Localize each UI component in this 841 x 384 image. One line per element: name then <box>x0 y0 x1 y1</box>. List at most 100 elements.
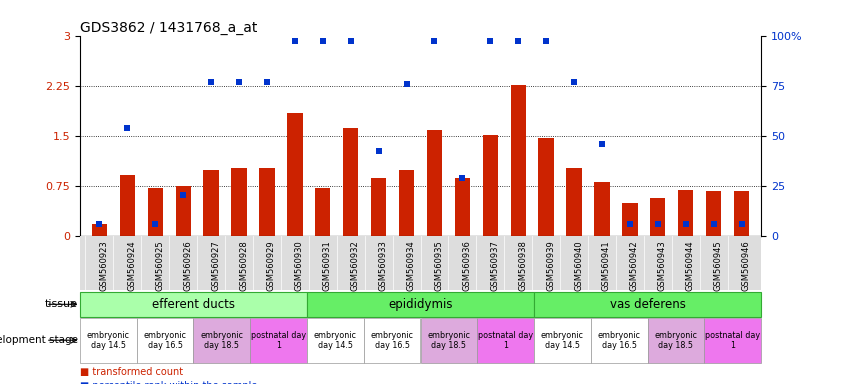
Bar <box>420 318 477 363</box>
Text: GSM560943: GSM560943 <box>658 240 667 291</box>
Text: GSM560926: GSM560926 <box>183 240 193 291</box>
Point <box>232 79 246 85</box>
Point <box>539 38 553 44</box>
Bar <box>307 318 363 363</box>
Text: GSM560938: GSM560938 <box>518 240 527 291</box>
Bar <box>622 203 637 236</box>
Bar <box>251 318 307 363</box>
Bar <box>678 190 693 236</box>
Bar <box>176 186 191 236</box>
Text: GSM560941: GSM560941 <box>602 240 611 291</box>
Bar <box>80 318 136 363</box>
Text: GSM560939: GSM560939 <box>546 240 555 291</box>
Point <box>735 221 748 227</box>
Text: GSM560929: GSM560929 <box>267 240 276 291</box>
Text: epididymis: epididymis <box>389 298 452 311</box>
Text: GSM560937: GSM560937 <box>490 240 500 291</box>
Point <box>511 38 525 44</box>
Text: GSM560928: GSM560928 <box>239 240 248 291</box>
Text: development stage: development stage <box>0 335 78 345</box>
Bar <box>287 113 303 236</box>
Point <box>595 141 609 147</box>
Bar <box>315 188 331 236</box>
Text: GSM560934: GSM560934 <box>406 240 415 291</box>
Bar <box>510 85 526 236</box>
Bar <box>477 318 534 363</box>
Text: GSM560940: GSM560940 <box>574 240 583 291</box>
Text: postnatal day
1: postnatal day 1 <box>251 331 306 350</box>
Bar <box>426 130 442 236</box>
Point <box>204 79 218 85</box>
Point <box>120 125 134 131</box>
Bar <box>648 318 704 363</box>
Text: GSM560931: GSM560931 <box>323 240 332 291</box>
Text: ■ transformed count: ■ transformed count <box>80 367 183 377</box>
Text: efferent ducts: efferent ducts <box>152 298 235 311</box>
Point <box>399 81 413 88</box>
Point <box>372 148 385 154</box>
Point <box>428 38 442 44</box>
Bar <box>399 170 415 236</box>
Bar <box>259 168 275 236</box>
Text: embryonic
day 18.5: embryonic day 18.5 <box>200 331 243 350</box>
Bar <box>566 168 582 236</box>
Point <box>344 38 357 44</box>
Text: embryonic
day 18.5: embryonic day 18.5 <box>427 331 470 350</box>
Text: GSM560925: GSM560925 <box>156 240 164 291</box>
Bar <box>119 175 135 236</box>
Point <box>316 38 330 44</box>
Text: embryonic
day 16.5: embryonic day 16.5 <box>144 331 187 350</box>
Point <box>93 221 106 227</box>
Text: embryonic
day 16.5: embryonic day 16.5 <box>371 331 414 350</box>
Text: GSM560933: GSM560933 <box>378 240 388 291</box>
Bar <box>136 318 193 363</box>
Text: GSM560942: GSM560942 <box>630 240 639 291</box>
Bar <box>534 318 590 363</box>
Point <box>679 221 692 227</box>
Bar <box>80 292 307 317</box>
Bar <box>343 128 358 236</box>
Point <box>623 221 637 227</box>
Bar <box>538 137 554 236</box>
Bar <box>483 135 498 236</box>
Text: GSM560923: GSM560923 <box>99 240 108 291</box>
Text: vas deferens: vas deferens <box>610 298 685 311</box>
Text: GSM560932: GSM560932 <box>351 240 360 291</box>
Bar <box>193 318 251 363</box>
Text: GSM560930: GSM560930 <box>295 240 304 291</box>
Bar <box>371 177 386 236</box>
Bar <box>231 168 246 236</box>
Text: embryonic
day 14.5: embryonic day 14.5 <box>314 331 357 350</box>
Bar <box>734 191 749 236</box>
Point <box>177 192 190 198</box>
Point <box>288 38 302 44</box>
Bar <box>455 177 470 236</box>
Text: GSM560945: GSM560945 <box>714 240 722 291</box>
Text: GSM560935: GSM560935 <box>435 240 443 291</box>
Point <box>707 221 721 227</box>
Text: GDS3862 / 1431768_a_at: GDS3862 / 1431768_a_at <box>80 22 257 35</box>
Point <box>456 174 469 180</box>
Point <box>484 38 497 44</box>
Bar <box>92 224 107 236</box>
Bar <box>595 182 610 236</box>
Text: tissue: tissue <box>45 299 78 310</box>
Text: GSM560936: GSM560936 <box>463 240 471 291</box>
Text: embryonic
day 18.5: embryonic day 18.5 <box>654 331 697 350</box>
Text: GSM560924: GSM560924 <box>127 240 136 291</box>
Bar <box>650 197 665 236</box>
Bar <box>363 318 420 363</box>
Bar <box>590 318 648 363</box>
Point <box>651 221 664 227</box>
Bar <box>534 292 761 317</box>
Text: ■ percentile rank within the sample: ■ percentile rank within the sample <box>80 381 257 384</box>
Text: embryonic
day 16.5: embryonic day 16.5 <box>598 331 641 350</box>
Point <box>568 79 581 85</box>
Bar <box>706 191 722 236</box>
Text: GSM560946: GSM560946 <box>742 240 750 291</box>
Text: GSM560927: GSM560927 <box>211 240 220 291</box>
Bar <box>204 170 219 236</box>
Text: postnatal day
1: postnatal day 1 <box>478 331 533 350</box>
Point <box>260 79 273 85</box>
Bar <box>307 292 534 317</box>
